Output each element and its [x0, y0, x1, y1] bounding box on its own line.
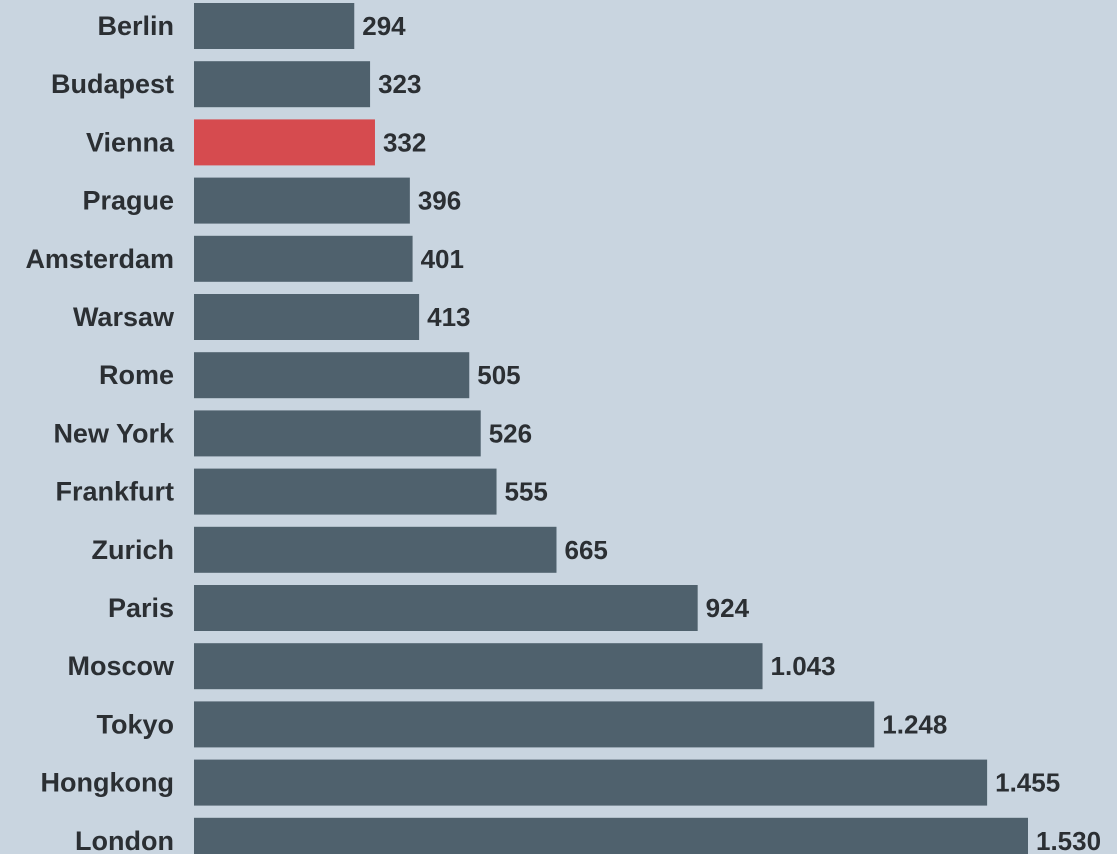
bar-warsaw — [194, 294, 420, 340]
value-label-rome: 505 — [477, 360, 520, 390]
value-label-budapest: 323 — [378, 69, 421, 99]
bar-amsterdam — [194, 235, 413, 282]
category-label-rome: Rome — [99, 360, 174, 390]
category-label-london: London — [75, 826, 174, 854]
category-label-new-york: New York — [53, 418, 175, 448]
category-label-budapest: Budapest — [51, 69, 174, 99]
value-label-frankfurt: 555 — [505, 477, 548, 507]
bar-prague — [194, 177, 410, 224]
value-label-vienna: 332 — [383, 127, 426, 157]
category-label-warsaw: Warsaw — [73, 302, 175, 332]
value-label-paris: 924 — [706, 593, 750, 623]
bar-frankfurt — [194, 468, 497, 515]
bar-paris — [194, 585, 698, 631]
bar-berlin — [194, 3, 355, 49]
bars-layer — [194, 3, 1028, 854]
bar-new-york — [194, 410, 481, 457]
category-label-amsterdam: Amsterdam — [25, 244, 174, 274]
bar-tokyo — [194, 701, 875, 748]
category-label-prague: Prague — [82, 186, 174, 216]
value-label-new-york: 526 — [489, 418, 532, 448]
value-label-prague: 396 — [418, 186, 461, 216]
value-label-berlin: 294 — [362, 11, 406, 41]
value-label-hongkong: 1.455 — [995, 768, 1060, 798]
category-label-vienna: Vienna — [86, 127, 175, 157]
value-label-london: 1.530 — [1036, 826, 1101, 854]
bar-rome — [194, 352, 470, 399]
value-label-warsaw: 413 — [427, 302, 470, 332]
category-label-tokyo: Tokyo — [96, 709, 174, 739]
category-label-paris: Paris — [108, 593, 174, 623]
category-label-hongkong: Hongkong — [41, 768, 174, 798]
bar-moscow — [194, 643, 763, 690]
bar-london — [194, 817, 1028, 854]
value-label-zurich: 665 — [564, 535, 607, 565]
bar-vienna — [194, 119, 375, 166]
bar-hongkong — [194, 759, 988, 806]
category-label-berlin: Berlin — [97, 11, 174, 41]
bar-zurich — [194, 526, 557, 573]
category-label-zurich: Zurich — [91, 535, 174, 565]
value-label-moscow: 1.043 — [771, 651, 836, 681]
labels-layer: Berlin 294 Budapest 323 Vienna 332 Prague 396 Am… — [25, 11, 1101, 854]
category-label-moscow: Moscow — [67, 651, 175, 681]
category-label-frankfurt: Frankfurt — [55, 477, 174, 507]
bar-budapest — [194, 61, 371, 108]
value-label-amsterdam: 401 — [421, 244, 464, 274]
value-label-tokyo: 1.248 — [882, 709, 947, 739]
